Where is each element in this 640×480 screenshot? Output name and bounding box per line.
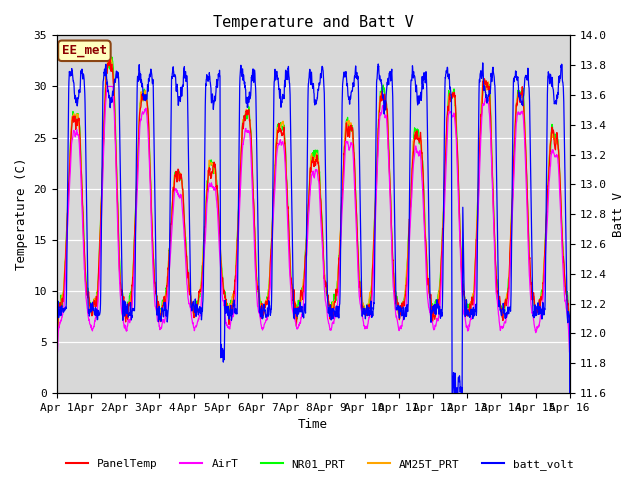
Y-axis label: Batt V: Batt V — [612, 192, 625, 237]
Y-axis label: Temperature (C): Temperature (C) — [15, 158, 28, 270]
Title: Temperature and Batt V: Temperature and Batt V — [213, 15, 413, 30]
X-axis label: Time: Time — [298, 419, 328, 432]
Legend: PanelTemp, AirT, NR01_PRT, AM25T_PRT, batt_volt: PanelTemp, AirT, NR01_PRT, AM25T_PRT, ba… — [61, 455, 579, 474]
Text: EE_met: EE_met — [62, 44, 107, 57]
